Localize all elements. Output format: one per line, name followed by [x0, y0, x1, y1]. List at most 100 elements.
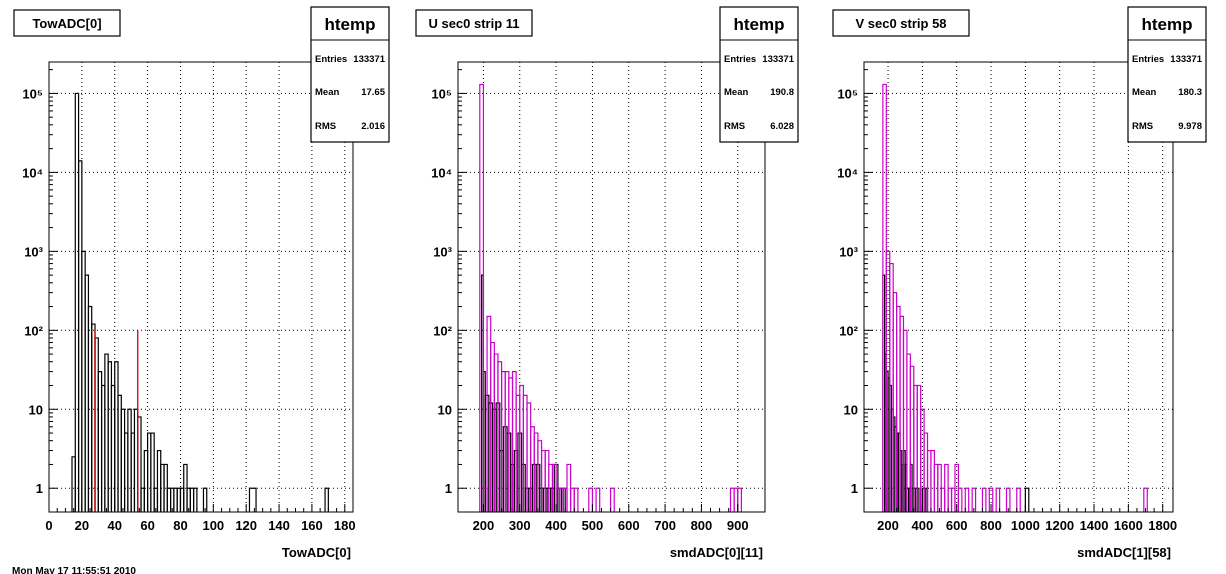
- x-tick-label: 0: [45, 518, 52, 533]
- histogram-series-1: [71, 92, 329, 512]
- stats-mean-label: Mean: [724, 87, 748, 98]
- x-tick-label: 200: [877, 518, 899, 533]
- stats-box: htemp Entries 133371 Mean 190.8 RMS 6.028: [719, 6, 799, 143]
- x-tick-label: 1400: [1080, 518, 1109, 533]
- histogram-series-1: [882, 274, 1030, 512]
- x-tick-label: 100: [202, 518, 224, 533]
- y-tick-label: 10⁵: [22, 86, 43, 101]
- stats-box-frame: [1127, 6, 1207, 143]
- stats-rms-label: RMS: [1132, 121, 1153, 132]
- histogram-bin: [1143, 487, 1148, 512]
- title-box: [832, 9, 970, 37]
- histogram-bin: [737, 487, 742, 512]
- y-tick-label: 10⁴: [837, 165, 858, 180]
- stats-box-frame: [310, 6, 390, 143]
- x-tick-label: 120: [235, 518, 257, 533]
- x-tick-label: 800: [980, 518, 1002, 533]
- y-tick-label: 10⁴: [431, 165, 452, 180]
- histogram-bin: [573, 487, 579, 512]
- histogram-bin: [988, 487, 994, 512]
- y-tick-label: 10³: [24, 244, 43, 259]
- y-tick-label: 10: [438, 402, 452, 417]
- x-tick-label: 1000: [1011, 518, 1040, 533]
- histogram-bin: [193, 487, 198, 512]
- chart-title: TowADC[0]: [32, 16, 101, 31]
- histogram-series-2: [882, 83, 1148, 512]
- histogram-series-2: [479, 83, 742, 512]
- title-box: [13, 9, 121, 37]
- x-axis-label: TowADC[0]: [282, 545, 351, 560]
- stats-entries-label: Entries: [1132, 54, 1164, 65]
- y-tick-label: 10²: [24, 323, 43, 338]
- x-tick-label: 600: [946, 518, 968, 533]
- stats-entries-value: 133371: [762, 54, 794, 65]
- y-tick-label: 10²: [839, 323, 858, 338]
- plot-frame: [48, 61, 354, 513]
- stats-name: htemp: [734, 15, 785, 34]
- stats-name: htemp: [325, 15, 376, 34]
- stats-rms-value: 9.978: [1178, 121, 1202, 132]
- histogram-panel-1: 0 20 40 60 80 100 120 140 160 180 1 10 10² 10³ 10⁴ 10⁵ T…: [13, 6, 390, 560]
- title-box: [415, 9, 533, 37]
- histogram-bin: [595, 487, 601, 512]
- histogram-bin: [150, 432, 155, 512]
- stats-mean-label: Mean: [315, 87, 339, 98]
- histogram-bin: [1024, 487, 1030, 512]
- x-tick-label: 800: [691, 518, 713, 533]
- stats-entries-value: 133371: [353, 54, 385, 65]
- histogram-bin: [995, 487, 1001, 512]
- x-tick-label: 400: [912, 518, 934, 533]
- x-tick-label: 40: [107, 518, 121, 533]
- timestamp-footer: Mon May 17 11:55:51 2010: [12, 566, 136, 574]
- x-tick-label: 400: [545, 518, 567, 533]
- stats-entries-label: Entries: [724, 54, 756, 65]
- stats-entries-value: 133371: [1170, 54, 1202, 65]
- x-tick-label: 500: [582, 518, 604, 533]
- histogram-panel-3: 200 400 600 800 1000 1200 1400 1600 1800 1 10 10² 10…: [832, 6, 1207, 560]
- stats-rms-value: 2.016: [361, 121, 385, 132]
- stats-rms-value: 6.028: [770, 121, 794, 132]
- plot-frame: [863, 61, 1174, 513]
- stats-rms-label: RMS: [315, 121, 336, 132]
- histogram-bin: [964, 487, 970, 512]
- y-tick-label: 10: [844, 402, 858, 417]
- stats-mean-value: 180.3: [1178, 87, 1202, 98]
- histogram-bin: [1005, 487, 1011, 512]
- stats-mean-label: Mean: [1132, 87, 1156, 98]
- y-tick-label: 10²: [433, 323, 452, 338]
- plot-frame: [457, 61, 766, 513]
- y-tick-label: 10³: [839, 244, 858, 259]
- stats-mean-value: 190.8: [770, 87, 794, 98]
- x-tick-label: 20: [75, 518, 89, 533]
- stats-box: htemp Entries 133371 Mean 17.65 RMS 2.016: [310, 6, 390, 143]
- x-tick-label: 700: [654, 518, 676, 533]
- x-tick-label: 80: [173, 518, 187, 533]
- chart-title: V sec0 strip 58: [855, 16, 946, 31]
- chart-title: U sec0 strip 11: [428, 16, 519, 31]
- histogram-bin: [202, 487, 208, 512]
- histogram-bin: [1016, 487, 1021, 512]
- y-tick-label: 10: [29, 402, 43, 417]
- y-tick-label: 10⁵: [837, 86, 858, 101]
- histogram-bin: [957, 487, 963, 512]
- histogram-bin: [971, 487, 977, 512]
- y-tick-label: 10⁵: [431, 86, 452, 101]
- x-axis-label: smdADC[1][58]: [1077, 545, 1171, 560]
- histogram-bin: [479, 83, 485, 512]
- x-axis-label: smdADC[0][11]: [670, 545, 763, 560]
- x-tick-label: 60: [140, 518, 154, 533]
- stats-rms-label: RMS: [724, 121, 745, 132]
- y-tick-label: 10⁴: [22, 165, 43, 180]
- stats-box: htemp Entries 133371 Mean 180.3 RMS 9.978: [1127, 6, 1207, 143]
- histogram-bin: [981, 487, 987, 512]
- x-tick-label: 180: [334, 518, 356, 533]
- x-tick-label: 1800: [1148, 518, 1177, 533]
- stats-box-frame: [719, 6, 799, 143]
- histogram-panel-2: 200 300 400 500 600 700 800 900 1 10 10² 10³ 10⁴ 10⁵ U…: [415, 6, 799, 560]
- x-tick-label: 600: [618, 518, 640, 533]
- y-tick-label: 1: [445, 481, 452, 496]
- stats-mean-value: 17.65: [361, 87, 385, 98]
- x-tick-label: 160: [301, 518, 323, 533]
- y-tick-label: 1: [36, 481, 43, 496]
